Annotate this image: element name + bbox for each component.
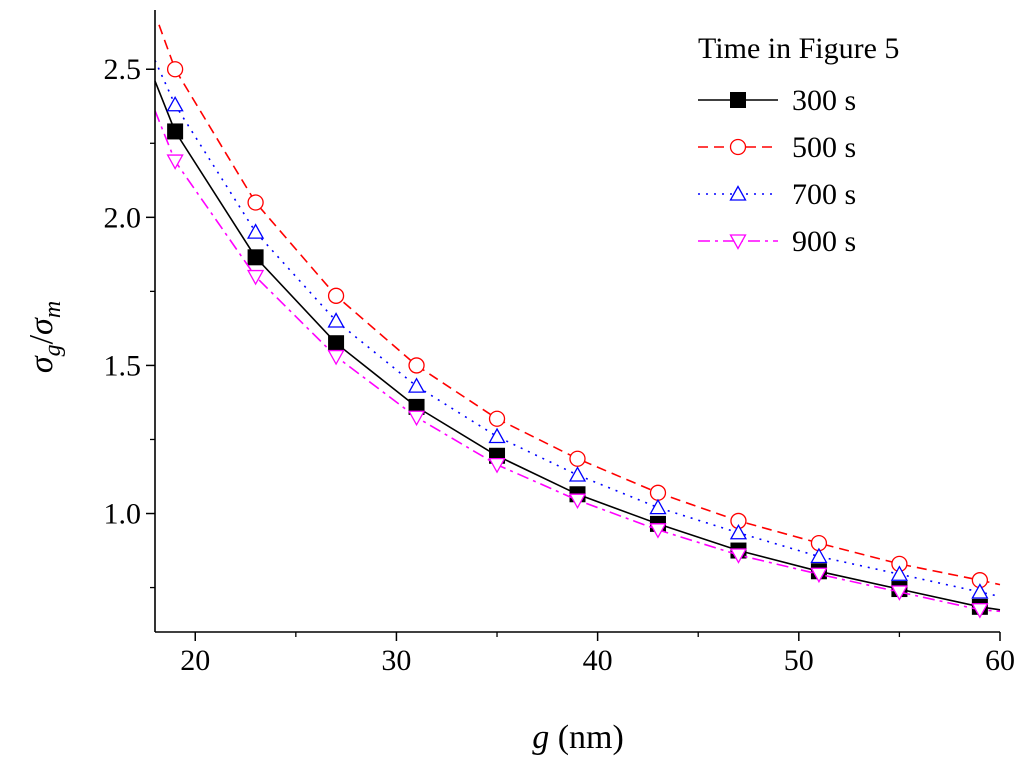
series-1: [154, 80, 1001, 615]
series-line: [154, 60, 1001, 598]
data-point: [327, 312, 345, 328]
y-axis-den: σ: [23, 317, 60, 335]
x-axis-title: g (nm): [532, 719, 624, 756]
data-point: [729, 523, 748, 540]
data-point: [890, 565, 909, 581]
data-point: [649, 484, 667, 501]
data-point: [649, 523, 667, 539]
y-tick-label: 1.5: [104, 349, 142, 382]
data-point: [729, 548, 748, 564]
data-point: [247, 194, 264, 211]
y-axis-num: σ: [23, 355, 60, 373]
x-tick-label: 40: [583, 644, 613, 677]
data-point: [890, 585, 909, 601]
series-3: [154, 60, 1001, 599]
series-4: [154, 110, 1001, 619]
data-point: [810, 567, 828, 584]
legend-item: 500 s: [698, 131, 856, 164]
x-tick-label: 60: [985, 644, 1015, 677]
data-point: [327, 349, 345, 366]
data-point: [569, 450, 586, 467]
x-tick-label: 50: [784, 644, 814, 677]
legend-marker: [729, 234, 747, 250]
legend-marker: [729, 138, 747, 156]
plot-area: [154, 24, 1001, 619]
legend-item: 300 s: [698, 84, 856, 117]
legend-item: 900 s: [698, 225, 856, 258]
x-axis-var: g: [532, 719, 549, 756]
series-line: [154, 110, 1001, 613]
x-tick-label: 20: [180, 644, 210, 677]
y-tick-label: 1.0: [104, 498, 142, 531]
legend-marker: [729, 185, 747, 201]
data-point: [568, 466, 587, 482]
data-point: [488, 410, 506, 427]
data-point: [166, 95, 184, 112]
legend-label: 700 s: [792, 178, 856, 211]
data-point: [649, 498, 667, 515]
data-point: [568, 493, 587, 510]
data-point: [488, 427, 506, 444]
legend-title: Time in Figure 5: [698, 32, 899, 65]
series-line: [154, 80, 1001, 611]
data-point: [246, 223, 265, 239]
y-axis-den-sub: m: [40, 301, 66, 318]
data-point: [810, 547, 828, 564]
data-point: [166, 61, 184, 78]
legend-label: 300 s: [792, 84, 856, 117]
y-axis-slash: /: [23, 334, 60, 344]
legend-label: 500 s: [792, 131, 856, 164]
data-point: [971, 583, 989, 599]
legend-item: 700 s: [698, 178, 856, 211]
x-axis-unit: (nm): [549, 719, 624, 756]
data-point: [166, 154, 184, 170]
data-point: [246, 269, 265, 286]
y-tick-label: 2.5: [104, 53, 142, 86]
legend-marker: [730, 92, 746, 108]
legend: Time in Figure 5 300 s 500 s 700 s 900 s: [698, 32, 899, 258]
y-tick-label: 2.0: [104, 201, 142, 234]
data-point: [408, 357, 425, 374]
series-2: [158, 24, 1001, 589]
data-point: [971, 603, 989, 619]
y-axis-num-sub: g: [40, 344, 66, 356]
x-tick-label: 30: [381, 644, 411, 677]
data-point: [167, 123, 184, 140]
axes: 20 30 40 50 60 1.0 1.5 2.0 2.5: [104, 10, 1015, 677]
data-point: [407, 377, 426, 393]
y-axis-title: σg/σm: [23, 301, 66, 373]
data-point: [247, 249, 264, 266]
data-point: [327, 287, 345, 304]
legend-label: 900 s: [792, 225, 856, 258]
data-point: [407, 410, 426, 427]
data-point: [328, 335, 345, 352]
data-point: [488, 458, 506, 474]
